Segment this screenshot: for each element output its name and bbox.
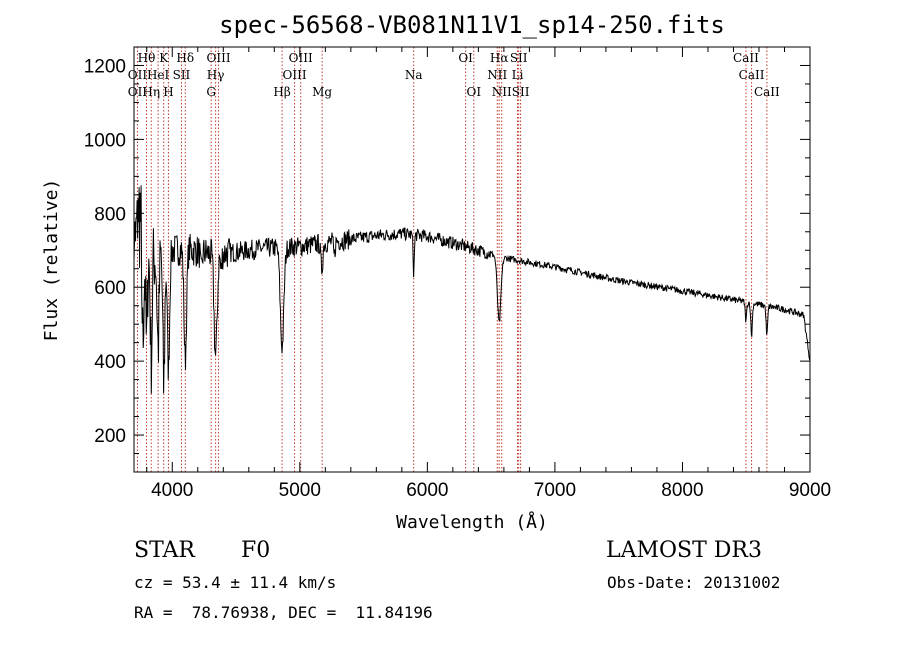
- line-marker-label: OIII: [283, 68, 307, 82]
- line-marker-label: OIII: [207, 51, 231, 65]
- y-tick-label: 1000: [84, 130, 126, 151]
- survey-name: LAMOST DR3: [606, 538, 762, 563]
- line-markers: [136, 47, 768, 472]
- object-subclass: F0: [241, 538, 271, 563]
- line-marker-label: SII: [510, 51, 528, 65]
- line-marker-labels: OIIOIIHθHηHeIKHSIIHδGHγOIIIHβOIIIOIIIMgN…: [128, 51, 780, 99]
- line-marker-label: HeI: [147, 68, 170, 82]
- line-marker-label: OII: [128, 68, 148, 82]
- line-marker-label: Hγ: [207, 68, 225, 82]
- line-marker-label: Hβ: [273, 85, 290, 99]
- coordinates: RA = 78.76938, DEC = 11.84196: [134, 603, 433, 622]
- line-marker-label: Hθ: [138, 51, 156, 65]
- axis-ticks: [134, 46, 811, 473]
- line-marker-label: SII: [512, 85, 530, 99]
- y-axis-label: Flux (relative): [41, 179, 62, 342]
- line-marker-label: Hη: [142, 85, 160, 99]
- chart-title: spec-56568-VB081N11V1_sp14-250.fits: [219, 11, 725, 39]
- line-marker-label: Li: [512, 68, 524, 82]
- line-marker-label: Mg: [312, 85, 332, 99]
- x-tick-label: 4000: [151, 480, 193, 501]
- x-axis-label: Wavelength (Å): [396, 511, 548, 533]
- object-class: STAR: [134, 538, 195, 563]
- line-marker-label: G: [206, 85, 216, 99]
- x-tick-label: 5000: [279, 480, 321, 501]
- x-tick-label: 9000: [789, 480, 831, 501]
- y-tick-label: 400: [94, 352, 126, 373]
- x-tick-label: 7000: [534, 480, 576, 501]
- y-tick-labels: 200 400 600 800 1000 1200: [84, 56, 126, 447]
- line-marker-label: Na: [405, 68, 423, 82]
- line-marker-label: NII: [492, 85, 512, 99]
- y-tick-label: 1200: [84, 56, 126, 77]
- line-marker-label: OII: [128, 85, 148, 99]
- y-tick-label: 600: [94, 278, 126, 299]
- line-marker-label: OI: [458, 51, 473, 65]
- plot-frame: [133, 46, 811, 473]
- redshift-text: cz = 53.4 ± 11.4 km/s: [134, 573, 337, 592]
- line-marker-label: Hα: [490, 51, 509, 65]
- line-marker-label: Hδ: [176, 51, 194, 65]
- line-marker-label: CaII: [739, 68, 765, 82]
- x-tick-labels: 4000 5000 6000 7000 8000 9000: [151, 480, 831, 501]
- spectrum-line: [133, 185, 811, 394]
- line-marker-label: H: [163, 85, 173, 99]
- y-tick-label: 200: [94, 426, 126, 447]
- line-marker-label: K: [159, 51, 169, 65]
- line-marker-label: OI: [466, 85, 481, 99]
- obs-date: Obs-Date: 20131002: [607, 573, 781, 592]
- x-tick-label: 6000: [406, 480, 448, 501]
- line-marker-label: OIII: [289, 51, 313, 65]
- line-marker-label: CaII: [733, 51, 759, 65]
- y-tick-label: 800: [94, 204, 126, 225]
- line-marker-label: NII: [487, 68, 507, 82]
- line-marker-label: SII: [173, 68, 191, 82]
- line-marker-label: CaII: [754, 85, 780, 99]
- x-tick-label: 8000: [661, 480, 703, 501]
